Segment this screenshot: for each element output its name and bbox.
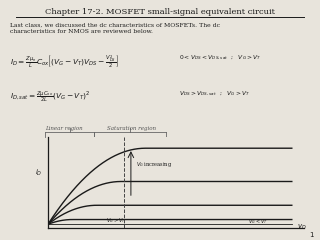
Text: $0 < V_{DS} < V_{DS,sat}$  ;   $V_G > V_T$: $0 < V_{DS} < V_{DS,sat}$ ; $V_G > V_T$ bbox=[179, 54, 262, 62]
Text: 1: 1 bbox=[309, 232, 314, 238]
Text: $V_G > V_T$: $V_G > V_T$ bbox=[107, 216, 126, 225]
Text: Chapter 17-2. MOSFET small-signal equivalent circuit: Chapter 17-2. MOSFET small-signal equiva… bbox=[45, 8, 275, 16]
Text: $I_D = \frac{Z\mu_n}{L} C_{ox} \left[ (V_G - V_T)V_{DS} - \frac{V_{DS}^2}{2} \ri: $I_D = \frac{Z\mu_n}{L} C_{ox} \left[ (V… bbox=[10, 54, 119, 70]
Text: Saturation region: Saturation region bbox=[107, 126, 156, 131]
Text: $I_{D,sat} = \frac{Z\mu C_{ox}}{2L} (V_G - V_T)^2$: $I_{D,sat} = \frac{Z\mu C_{ox}}{2L} (V_G… bbox=[10, 90, 90, 105]
Text: $V_{DS} > V_{DS,sat}$  ;   $V_G > V_T$: $V_{DS} > V_{DS,sat}$ ; $V_G > V_T$ bbox=[179, 90, 251, 98]
Text: $V_G$ increasing: $V_G$ increasing bbox=[136, 160, 172, 169]
Text: Last class, we discussed the dc characteristics of MOSFETs. The dc
characteristi: Last class, we discussed the dc characte… bbox=[10, 23, 220, 34]
Text: $i_D$: $i_D$ bbox=[35, 168, 42, 178]
Text: $v_{D}$: $v_{D}$ bbox=[297, 223, 306, 232]
Text: $V_G < V_T$: $V_G < V_T$ bbox=[248, 217, 268, 227]
Text: Linear region: Linear region bbox=[45, 126, 83, 131]
